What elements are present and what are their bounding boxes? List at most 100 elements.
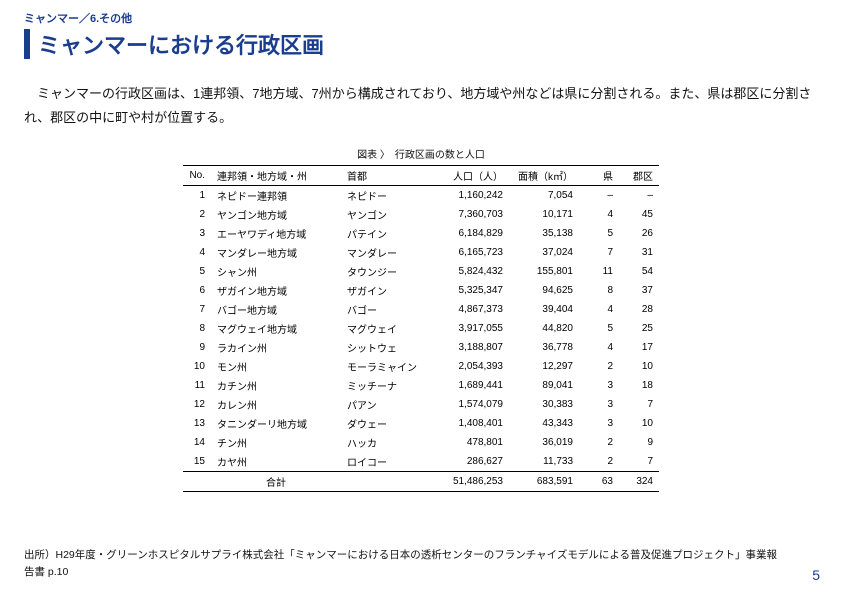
cell-total-district: 324 (619, 472, 659, 492)
cell-area: 7,054 (509, 186, 579, 206)
cell-no: 1 (183, 186, 211, 206)
cell-population: 3,188,807 (431, 338, 509, 357)
cell-area: 12,297 (509, 357, 579, 376)
cell-population: 3,917,055 (431, 319, 509, 338)
col-area: 面積（k㎡） (509, 166, 579, 186)
cell-area: 36,019 (509, 433, 579, 452)
cell-no: 2 (183, 205, 211, 224)
cell-district: 37 (619, 281, 659, 300)
col-name: 連邦領・地方域・州 (211, 166, 341, 186)
cell-population: 2,054,393 (431, 357, 509, 376)
table-row: 11カチン州ミッチーナ1,689,44189,041318 (183, 376, 659, 395)
cell-population: 7,360,703 (431, 205, 509, 224)
cell-name: タニンダーリ地方域 (211, 414, 341, 433)
table-row: 10モン州モーラミャイン2,054,39312,297210 (183, 357, 659, 376)
table-row: 2ヤンゴン地方域ヤンゴン7,360,70310,171445 (183, 205, 659, 224)
cell-name: バゴー地方域 (211, 300, 341, 319)
cell-capital: マンダレー (341, 243, 431, 262)
cell-prefecture: 4 (579, 205, 619, 224)
cell-population: 1,160,242 (431, 186, 509, 206)
cell-no: 8 (183, 319, 211, 338)
table-row: 7バゴー地方域バゴー4,867,37339,404428 (183, 300, 659, 319)
cell-area: 10,171 (509, 205, 579, 224)
cell-name: シャン州 (211, 262, 341, 281)
cell-name: エーヤワディ地方域 (211, 224, 341, 243)
cell-capital: ザガイン (341, 281, 431, 300)
cell-district: 7 (619, 395, 659, 414)
cell-population: 1,408,401 (431, 414, 509, 433)
table-header-row: No. 連邦領・地方域・州 首都 人口（人） 面積（k㎡） 県 郡区 (183, 166, 659, 186)
page-number: 5 (812, 567, 820, 583)
cell-area: 94,625 (509, 281, 579, 300)
title-accent-bar (24, 29, 30, 59)
cell-total-area: 683,591 (509, 472, 579, 492)
cell-name: カチン州 (211, 376, 341, 395)
cell-population: 478,801 (431, 433, 509, 452)
cell-area: 37,024 (509, 243, 579, 262)
table-row: 13タニンダーリ地方域ダウェー1,408,40143,343310 (183, 414, 659, 433)
cell-prefecture: 2 (579, 357, 619, 376)
table-row: 5シャン州タウンジー5,824,432155,8011154 (183, 262, 659, 281)
col-capital: 首都 (341, 166, 431, 186)
cell-no: 14 (183, 433, 211, 452)
cell-total-population: 51,486,253 (431, 472, 509, 492)
cell-population: 5,325,347 (431, 281, 509, 300)
cell-no: 7 (183, 300, 211, 319)
admin-divisions-table: No. 連邦領・地方域・州 首都 人口（人） 面積（k㎡） 県 郡区 1ネピドー… (183, 165, 659, 492)
cell-no: 5 (183, 262, 211, 281)
table-row: 14チン州ハッカ478,80136,01929 (183, 433, 659, 452)
cell-prefecture: 11 (579, 262, 619, 281)
col-no: No. (183, 166, 211, 186)
cell-total-label: 合計 (211, 472, 341, 492)
cell-district: 25 (619, 319, 659, 338)
cell-prefecture: 7 (579, 243, 619, 262)
cell-district: 17 (619, 338, 659, 357)
table-caption: 図表 〉 行政区画の数と人口 (24, 146, 818, 161)
cell-prefecture: 2 (579, 452, 619, 472)
cell-population: 1,574,079 (431, 395, 509, 414)
table-row: 4マンダレー地方域マンダレー6,165,72337,024731 (183, 243, 659, 262)
breadcrumb: ミャンマー／6.その他 (24, 10, 818, 26)
cell-population: 1,689,441 (431, 376, 509, 395)
cell-district: 31 (619, 243, 659, 262)
cell-capital: ロイコー (341, 452, 431, 472)
cell-name: ザガイン地方域 (211, 281, 341, 300)
cell-prefecture: 4 (579, 338, 619, 357)
title-block: ミャンマーにおける行政区画 (24, 28, 818, 60)
cell-no: 13 (183, 414, 211, 433)
cell-capital: タウンジー (341, 262, 431, 281)
cell-prefecture: 4 (579, 300, 619, 319)
cell-name: マンダレー地方域 (211, 243, 341, 262)
col-district: 郡区 (619, 166, 659, 186)
table-row: 15カヤ州ロイコー286,62711,73327 (183, 452, 659, 472)
cell-population: 5,824,432 (431, 262, 509, 281)
paragraph-text: ミャンマーの行政区画は、1連邦領、7地方域、7州から構成されており、地方域や州な… (24, 86, 811, 125)
cell-area: 39,404 (509, 300, 579, 319)
table-row: 8マグウェイ地方域マグウェイ3,917,05544,820525 (183, 319, 659, 338)
cell-no: 3 (183, 224, 211, 243)
cell-capital: ダウェー (341, 414, 431, 433)
table-total-row: 合計51,486,253683,59163324 (183, 472, 659, 492)
table-row: 9ラカイン州シットウェ3,188,80736,778417 (183, 338, 659, 357)
cell-area: 44,820 (509, 319, 579, 338)
cell-district: – (619, 186, 659, 206)
cell-population: 6,184,829 (431, 224, 509, 243)
cell-capital: パアン (341, 395, 431, 414)
cell-no: 15 (183, 452, 211, 472)
cell-district: 45 (619, 205, 659, 224)
cell-area: 35,138 (509, 224, 579, 243)
source-citation: 出所）H29年度・グリーンホスピタルサプライ株式会社「ミャンマーにおける日本の透… (24, 547, 782, 581)
cell-name: モン州 (211, 357, 341, 376)
body-paragraph: ミャンマーの行政区画は、1連邦領、7地方域、7州から構成されており、地方域や州な… (24, 82, 818, 130)
cell-capital: モーラミャイン (341, 357, 431, 376)
table-row: 6ザガイン地方域ザガイン5,325,34794,625837 (183, 281, 659, 300)
cell-area: 89,041 (509, 376, 579, 395)
cell-no: 11 (183, 376, 211, 395)
cell-no: 9 (183, 338, 211, 357)
cell-area: 36,778 (509, 338, 579, 357)
cell-capital: マグウェイ (341, 319, 431, 338)
cell-capital: パテイン (341, 224, 431, 243)
cell-name: マグウェイ地方域 (211, 319, 341, 338)
cell-district: 54 (619, 262, 659, 281)
cell-district: 10 (619, 414, 659, 433)
